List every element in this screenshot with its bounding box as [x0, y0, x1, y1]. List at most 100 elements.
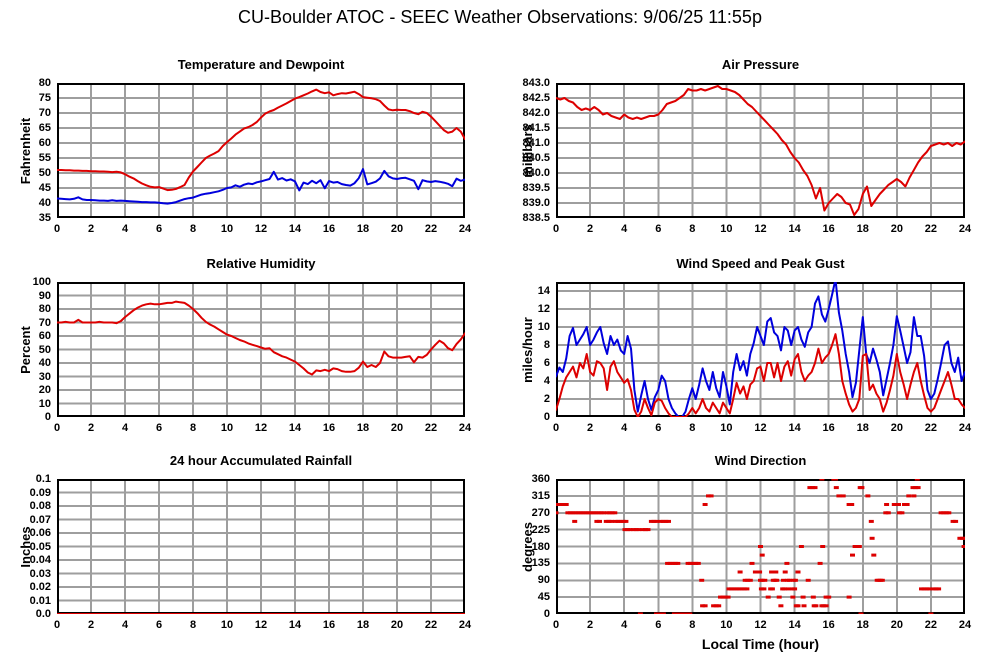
x-tick-label: 18 — [856, 223, 869, 235]
wind-direction-marker — [904, 503, 910, 506]
wind-direction-marker — [852, 545, 858, 548]
x-tick-label: 22 — [924, 422, 938, 434]
wind-direction-marker — [849, 503, 855, 506]
y-tick-label: 80 — [38, 77, 51, 89]
wind-direction-marker — [580, 511, 586, 515]
wind-direction-marker — [663, 519, 669, 523]
wind-direction-marker — [708, 494, 714, 498]
wind-direction-marker — [790, 595, 796, 599]
y-tick-label: 840.5 — [522, 152, 550, 164]
x-tick-label: 24 — [958, 422, 972, 434]
y-tick-label: 40 — [38, 357, 51, 369]
wind-direction-marker — [879, 578, 885, 582]
y-tick-label: 70 — [38, 107, 51, 119]
x-tick-label: 2 — [87, 619, 95, 631]
wind-direction-marker — [558, 503, 564, 506]
wind-direction-marker — [660, 612, 666, 614]
wind-direction-marker — [588, 511, 594, 515]
wind-direction-marker — [840, 494, 846, 498]
chart-title-air-pressure: Air Pressure — [721, 57, 800, 72]
wind-direction-marker — [688, 561, 694, 565]
wind-direction-marker — [699, 578, 705, 582]
x-tick-label: 22 — [424, 223, 438, 235]
y-tick-label: 0.08 — [29, 500, 51, 512]
wind-direction-marker — [773, 570, 779, 574]
y-tick-label: 839.5 — [522, 182, 550, 194]
wind-direction-marker — [633, 528, 639, 532]
wind-direction-marker — [608, 519, 614, 523]
wind-direction-marker — [850, 553, 855, 557]
wind-direction-marker — [570, 511, 576, 515]
x-tick-label: 16 — [822, 223, 835, 235]
wind-direction-marker — [601, 511, 607, 515]
wind-direction-marker — [765, 595, 771, 599]
wind-direction-marker — [941, 511, 947, 515]
x-tick-label: 4 — [621, 619, 628, 631]
y-tick-label: 20 — [38, 384, 51, 396]
wind-direction-marker — [933, 587, 939, 591]
wind-direction-marker — [896, 503, 901, 506]
plot-area-wind-direction — [556, 479, 965, 614]
wind-direction-marker — [846, 595, 852, 599]
x-tick-label: 20 — [890, 422, 903, 434]
y-tick-label: 70 — [38, 316, 51, 329]
x-tick-label: 0 — [552, 619, 560, 631]
wind-direction-marker — [795, 570, 801, 574]
y-tick-label: 65 — [38, 122, 51, 134]
x-tick-label: 4 — [621, 422, 628, 434]
series-pressure — [556, 85, 965, 216]
y-tick-label: 6 — [543, 357, 550, 369]
plot-area-relative-humidity — [57, 282, 465, 417]
x-tick-label: 6 — [655, 223, 662, 235]
wind-direction-marker — [672, 561, 678, 565]
series-peak-gust — [556, 282, 965, 417]
x-tick-label: 6 — [155, 619, 163, 631]
wind-direction-marker — [911, 494, 917, 498]
wind-direction-marker — [737, 570, 743, 574]
y-tick-label: 10 — [38, 397, 51, 410]
wind-direction-marker — [744, 587, 750, 591]
wind-direction-marker — [685, 561, 691, 565]
x-tick-label: 22 — [424, 619, 438, 631]
x-tick-label: 4 — [121, 619, 129, 631]
wind-direction-marker — [695, 561, 701, 565]
x-tick-label: 8 — [189, 223, 197, 235]
wind-direction-marker — [702, 503, 708, 506]
wind-direction-marker — [786, 587, 792, 591]
y-tick-label: 0.03 — [29, 567, 51, 580]
y-tick-label: 50 — [38, 167, 51, 179]
wind-direction-marker — [666, 519, 671, 523]
wind-direction-marker — [800, 595, 806, 599]
y-tick-label: 0 — [543, 608, 550, 620]
wind-direction-marker — [953, 519, 959, 523]
x-tick-label: 10 — [220, 422, 234, 434]
x-tick-label: 24 — [958, 619, 972, 631]
x-tick-label: 6 — [155, 223, 163, 235]
wind-direction-marker — [778, 604, 784, 608]
wind-direction-marker — [950, 519, 956, 523]
y-tick-label: 315 — [531, 489, 550, 502]
y-tick-label: 0 — [44, 411, 51, 423]
wind-direction-marker — [781, 587, 787, 591]
x-tick-label: 8 — [689, 422, 696, 434]
wind-direction-marker — [962, 536, 965, 540]
chart-title-wind-speed-gust: Wind Speed and Peak Gust — [676, 256, 845, 271]
wind-direction-marker — [757, 570, 763, 574]
x-tick-label: 18 — [356, 223, 370, 235]
series-temperature — [57, 88, 465, 192]
wind-direction-marker — [603, 519, 609, 523]
wind-direction-marker — [594, 519, 600, 523]
wind-direction-marker — [782, 570, 788, 574]
x-tick-label: 4 — [121, 422, 129, 434]
wind-direction-marker — [899, 511, 905, 515]
wind-direction-marker — [677, 612, 683, 614]
y-tick-label: 843.0 — [522, 77, 550, 89]
wind-direction-marker — [565, 511, 571, 515]
wind-direction-marker — [573, 511, 579, 515]
x-tick-label: 18 — [356, 422, 370, 434]
chart-title-relative-humidity: Relative Humidity — [206, 256, 316, 271]
x-axis-title: Local Time (hour) — [701, 636, 820, 652]
y-tick-label: 841.0 — [522, 137, 550, 149]
wind-direction-marker — [869, 536, 875, 540]
wind-direction-marker — [913, 486, 919, 490]
